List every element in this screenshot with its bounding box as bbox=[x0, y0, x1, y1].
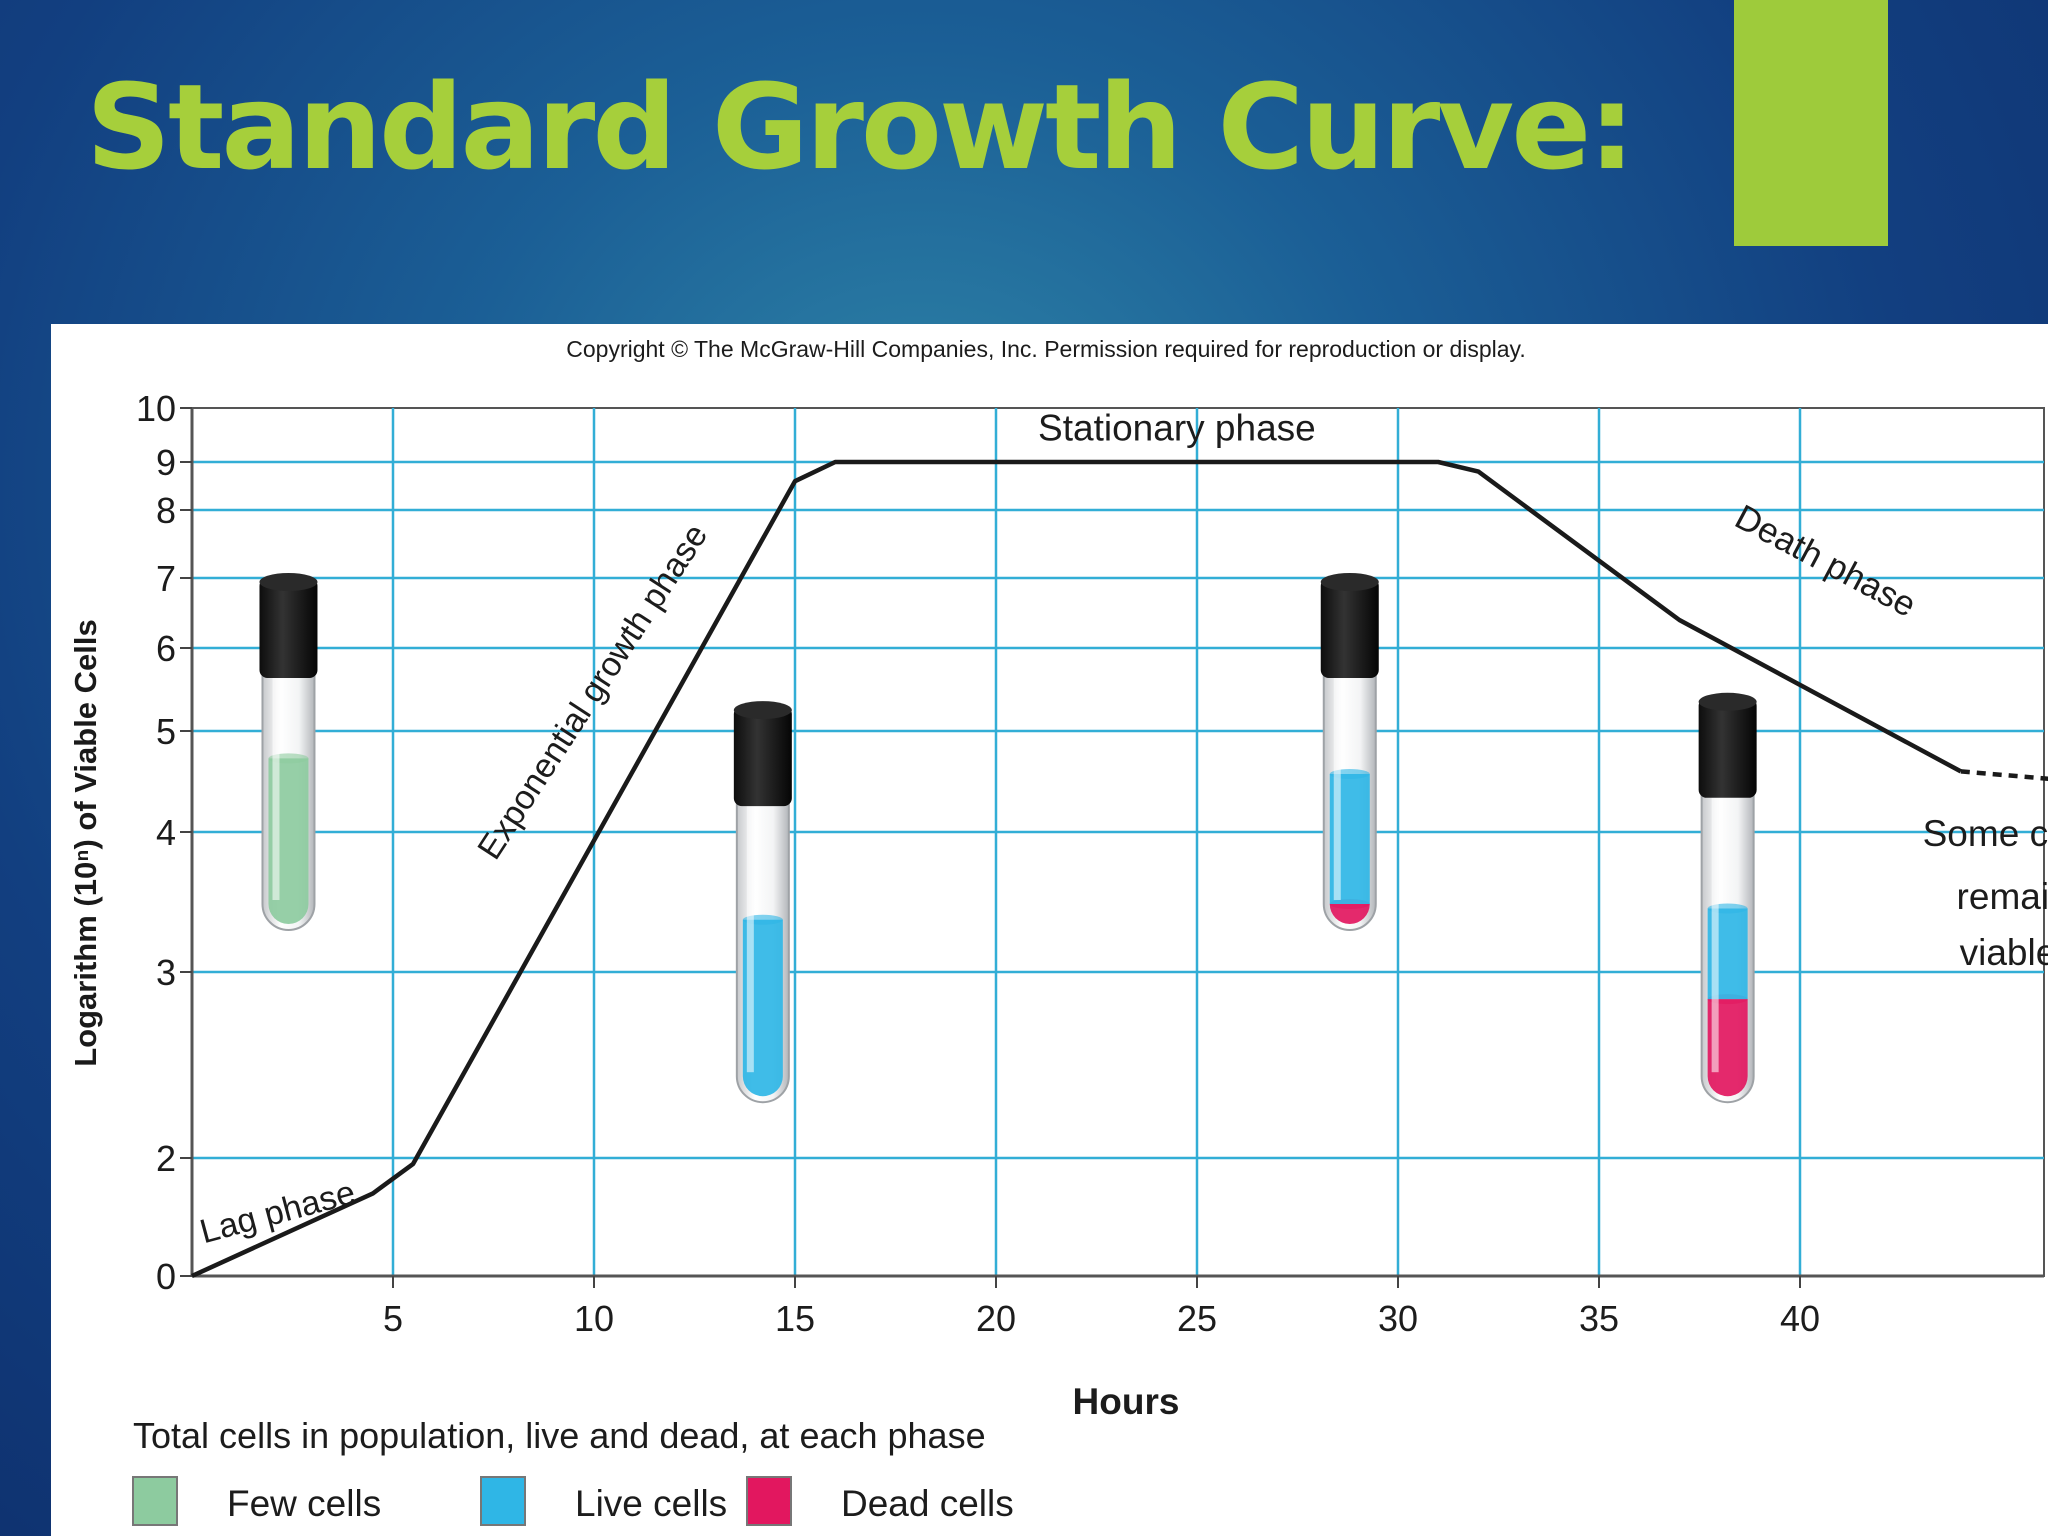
annotation-remain: remain bbox=[1957, 876, 2048, 917]
y-tick-label-6: 6 bbox=[156, 628, 176, 669]
tube-highlight bbox=[1711, 795, 1719, 1073]
legend-swatch-dead bbox=[746, 1476, 792, 1526]
y-tick-label-5: 5 bbox=[156, 711, 176, 752]
tube-cap bbox=[1698, 697, 1757, 798]
tube-cap bbox=[1320, 578, 1379, 678]
y-axis-label: Logarithm (10ⁿ) of Viable Cells bbox=[68, 619, 103, 1067]
slide-title: Standard Growth Curve: bbox=[86, 58, 1635, 196]
annotation-death-phase: Death phase bbox=[1729, 497, 1923, 625]
tube-cap-top bbox=[1698, 692, 1757, 711]
test-tube-exponential bbox=[733, 701, 792, 1104]
legend-label-dead: Dead cells bbox=[841, 1483, 1014, 1524]
y-tick-label-8: 8 bbox=[156, 490, 176, 531]
tube-cap bbox=[259, 578, 318, 678]
tube-highlight bbox=[746, 804, 754, 1073]
legend-label-few: Few cells bbox=[227, 1483, 381, 1524]
y-tick-label-3: 3 bbox=[156, 952, 176, 993]
tube-cap bbox=[733, 706, 792, 807]
x-tick-label-30: 30 bbox=[1378, 1298, 1418, 1339]
tube-cap-top bbox=[733, 701, 792, 720]
annotation-stationary-phase: Stationary phase bbox=[1038, 407, 1316, 448]
x-tick-label-40: 40 bbox=[1780, 1298, 1820, 1339]
annotation-some-cells: Some cells bbox=[1923, 813, 2048, 854]
legend-label-live: Live cells bbox=[575, 1483, 727, 1524]
dashed-extension-line bbox=[1960, 769, 2048, 781]
x-tick-label-10: 10 bbox=[574, 1298, 614, 1339]
x-axis-label: Hours bbox=[1073, 1381, 1180, 1422]
x-tick-label-25: 25 bbox=[1177, 1298, 1217, 1339]
y-tick-label-9: 9 bbox=[156, 442, 176, 483]
y-tick-label-4: 4 bbox=[156, 812, 176, 853]
test-tube-death bbox=[1698, 692, 1757, 1104]
x-tick-label-15: 15 bbox=[775, 1298, 815, 1339]
x-tick-label-5: 5 bbox=[383, 1298, 403, 1339]
legend-item-few: Few cells bbox=[132, 1476, 381, 1526]
x-tick-label-20: 20 bbox=[976, 1298, 1016, 1339]
y-tick-label-7: 7 bbox=[156, 558, 176, 599]
legend-item-dead: Dead cells bbox=[746, 1476, 1014, 1526]
tube-cap-top bbox=[259, 573, 318, 591]
legend-swatch-few bbox=[132, 1476, 178, 1526]
copyright-note: Copyright © The McGraw-Hill Companies, I… bbox=[566, 336, 1525, 362]
legend-swatch-live bbox=[480, 1476, 526, 1526]
test-tube-stationary bbox=[1320, 573, 1379, 931]
y-tick-label-10: 10 bbox=[136, 388, 176, 429]
test-tube-lag bbox=[259, 573, 318, 931]
tube-cap-top bbox=[1320, 573, 1379, 591]
annotation-lag-phase: Lag phase bbox=[196, 1173, 359, 1251]
tube-highlight bbox=[1333, 676, 1341, 900]
annotation-viable: viable. bbox=[1960, 932, 2048, 973]
legend-title: Total cells in population, live and dead… bbox=[133, 1415, 986, 1456]
x-tick-label-35: 35 bbox=[1579, 1298, 1619, 1339]
accent-bar bbox=[1734, 0, 1888, 246]
y-tick-label-0: 0 bbox=[156, 1256, 176, 1297]
y-tick-label-2: 2 bbox=[156, 1138, 176, 1179]
tube-liquid-dead bbox=[1329, 904, 1370, 924]
tube-highlight bbox=[272, 676, 280, 900]
legend-item-live: Live cells bbox=[480, 1476, 727, 1526]
growth-curve-line bbox=[191, 459, 1962, 1279]
